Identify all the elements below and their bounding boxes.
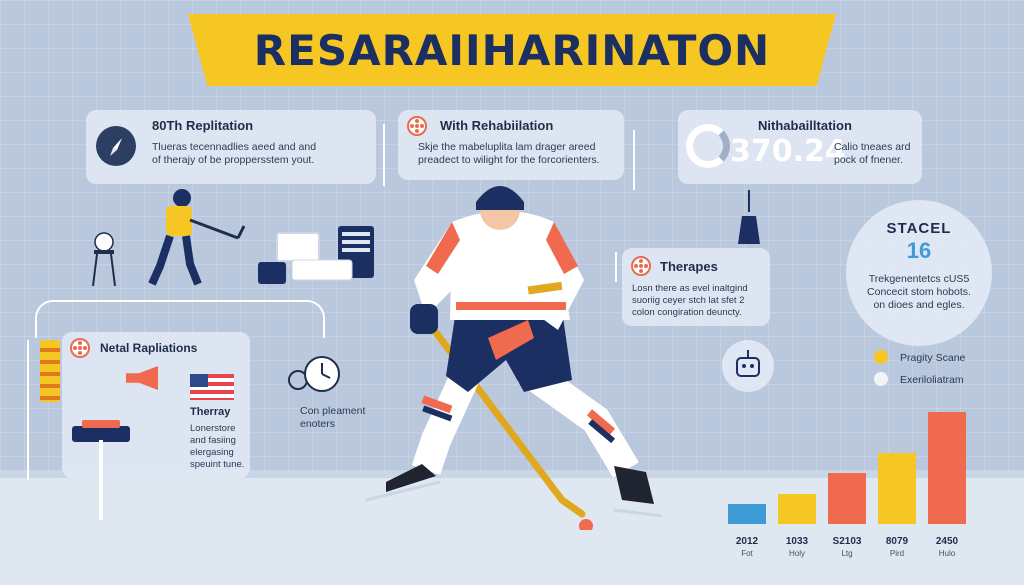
card-netal-text-1: Lonerstore	[190, 423, 236, 434]
lamp-icon	[732, 190, 766, 246]
therapy-table-pad	[82, 420, 120, 428]
card-nithabailtation-title: Nithabailltation	[758, 118, 852, 133]
stool-icon	[90, 232, 118, 288]
starburst-icon	[631, 256, 651, 276]
card-netal-text-4: speuint tune.	[190, 459, 245, 470]
connector-line	[633, 130, 635, 190]
clock-icon	[286, 352, 344, 398]
card-stacel: STACEL 16 Trekgenentetcs cUS5 Concecit s…	[846, 200, 992, 346]
chart-tick-label: 2012	[735, 536, 759, 547]
card-nithabailtation-text-2: pock of fnener.	[834, 154, 903, 166]
card-nithabailtation-text-1: Calio tneaes ard	[834, 141, 911, 153]
box-icon	[258, 262, 286, 284]
card-stacel-text-2: Concecit stom hobots.	[867, 286, 971, 298]
card-rehabilation-title: With Rehabiilation	[440, 118, 554, 133]
connector-line	[383, 124, 385, 186]
card-therapes: Therapes Losn there as evel inaltgind su…	[622, 248, 770, 326]
card-netal: Netal Rapliations Therray Lonerstore and…	[62, 332, 250, 478]
card-netal-subtitle: Therray	[190, 406, 231, 418]
chart-tick-sublabel: Ltg	[841, 549, 853, 558]
card-stacel-text-3: on dioes and egles.	[873, 299, 965, 311]
page-title: RESARAIIHARINATON	[253, 25, 771, 75]
card-netal-text-3: elergasing	[190, 447, 234, 458]
card-stacel-title: STACEL	[886, 220, 952, 237]
starburst-icon	[70, 338, 90, 358]
card-replitation-text-2: of therajy of be proppersstem yout.	[152, 154, 315, 166]
flag-icon	[190, 374, 234, 400]
card-rehabilation-text-2: preadect to wilight for the forcorienter…	[418, 154, 600, 166]
card-nithabailtation-stat: 370.24	[730, 134, 846, 169]
card-nithabailtation: Nithabailltation 370.24 Calio tneaes ard…	[678, 110, 922, 184]
card-therapes-title: Therapes	[660, 259, 718, 274]
clock-text-2: enoters	[300, 418, 336, 430]
card-therapes-text-2: suoriig ceyer stch lat sfet 2	[632, 295, 745, 306]
chart-tick-sublabel: Hulo	[938, 549, 956, 558]
connector-line	[27, 340, 29, 480]
chart-tick-sublabel: Holy	[788, 549, 805, 558]
card-replitation: 80Th Replitation Tlueras tecennadlies ae…	[86, 110, 376, 184]
chart-tick-sublabel: Fot	[741, 549, 753, 558]
chart-tick-label: 8079	[885, 536, 909, 547]
legend-swatch-2	[874, 372, 888, 386]
small-player-figure	[138, 186, 248, 294]
card-therapes-text-3: colon congiration deuncty.	[632, 307, 742, 318]
legend-label-2: Exeriloliatram	[900, 374, 964, 386]
chart-bar	[878, 452, 916, 524]
card-replitation-title: 80Th Replitation	[152, 118, 254, 133]
chart-bar	[728, 503, 766, 524]
legend-swatch-1	[874, 350, 888, 364]
card-replitation-text-1: Tlueras tecennadlies aeed and and	[152, 141, 317, 153]
chart-bar	[778, 493, 816, 524]
chart-bar	[828, 473, 866, 524]
compass-icon	[96, 126, 136, 166]
connector-line	[615, 252, 617, 282]
device-icon	[291, 224, 380, 282]
donut-chart-icon	[686, 124, 730, 168]
card-netal-text-2: and fasiing	[190, 435, 236, 446]
chart-bar	[928, 412, 966, 524]
therapy-table-icon	[72, 426, 130, 442]
legend-label-1: Pragity Scane	[900, 352, 966, 364]
connector-line	[35, 300, 325, 338]
chart-tick-label: S2103	[832, 536, 862, 547]
card-rehabilation-text-1: Skje the mabeluplita lam drager areed	[418, 141, 596, 153]
clock-text-1: Con pleament	[300, 405, 366, 417]
card-therapes-text-1: Losn there as evel inaltgind	[632, 283, 748, 294]
card-stacel-text-1: Trekgenentetcs cUS5	[868, 273, 970, 285]
bar-chart: 2012 Fot 1033 Holy S2103 Ltg 8079 Pird 2450 Hulo	[720, 380, 990, 580]
scarf-icon	[40, 340, 60, 402]
starburst-icon	[407, 116, 427, 136]
robot-icon	[722, 340, 774, 392]
chart-tick-label: 1033	[785, 536, 809, 547]
card-stacel-stat: 16	[906, 238, 932, 263]
hockey-player-illustration	[356, 170, 676, 533]
chart-tick-label: 2450	[935, 536, 959, 547]
therapy-table-stand	[99, 440, 103, 520]
title-banner: RESARAIIHARINATON	[188, 14, 836, 86]
monitor-icon	[276, 232, 320, 262]
card-netal-title: Netal Rapliations	[100, 341, 198, 355]
chart-tick-sublabel: Pird	[889, 549, 905, 558]
card-rehabilation: With Rehabiilation Skje the mabeluplita …	[398, 110, 624, 180]
